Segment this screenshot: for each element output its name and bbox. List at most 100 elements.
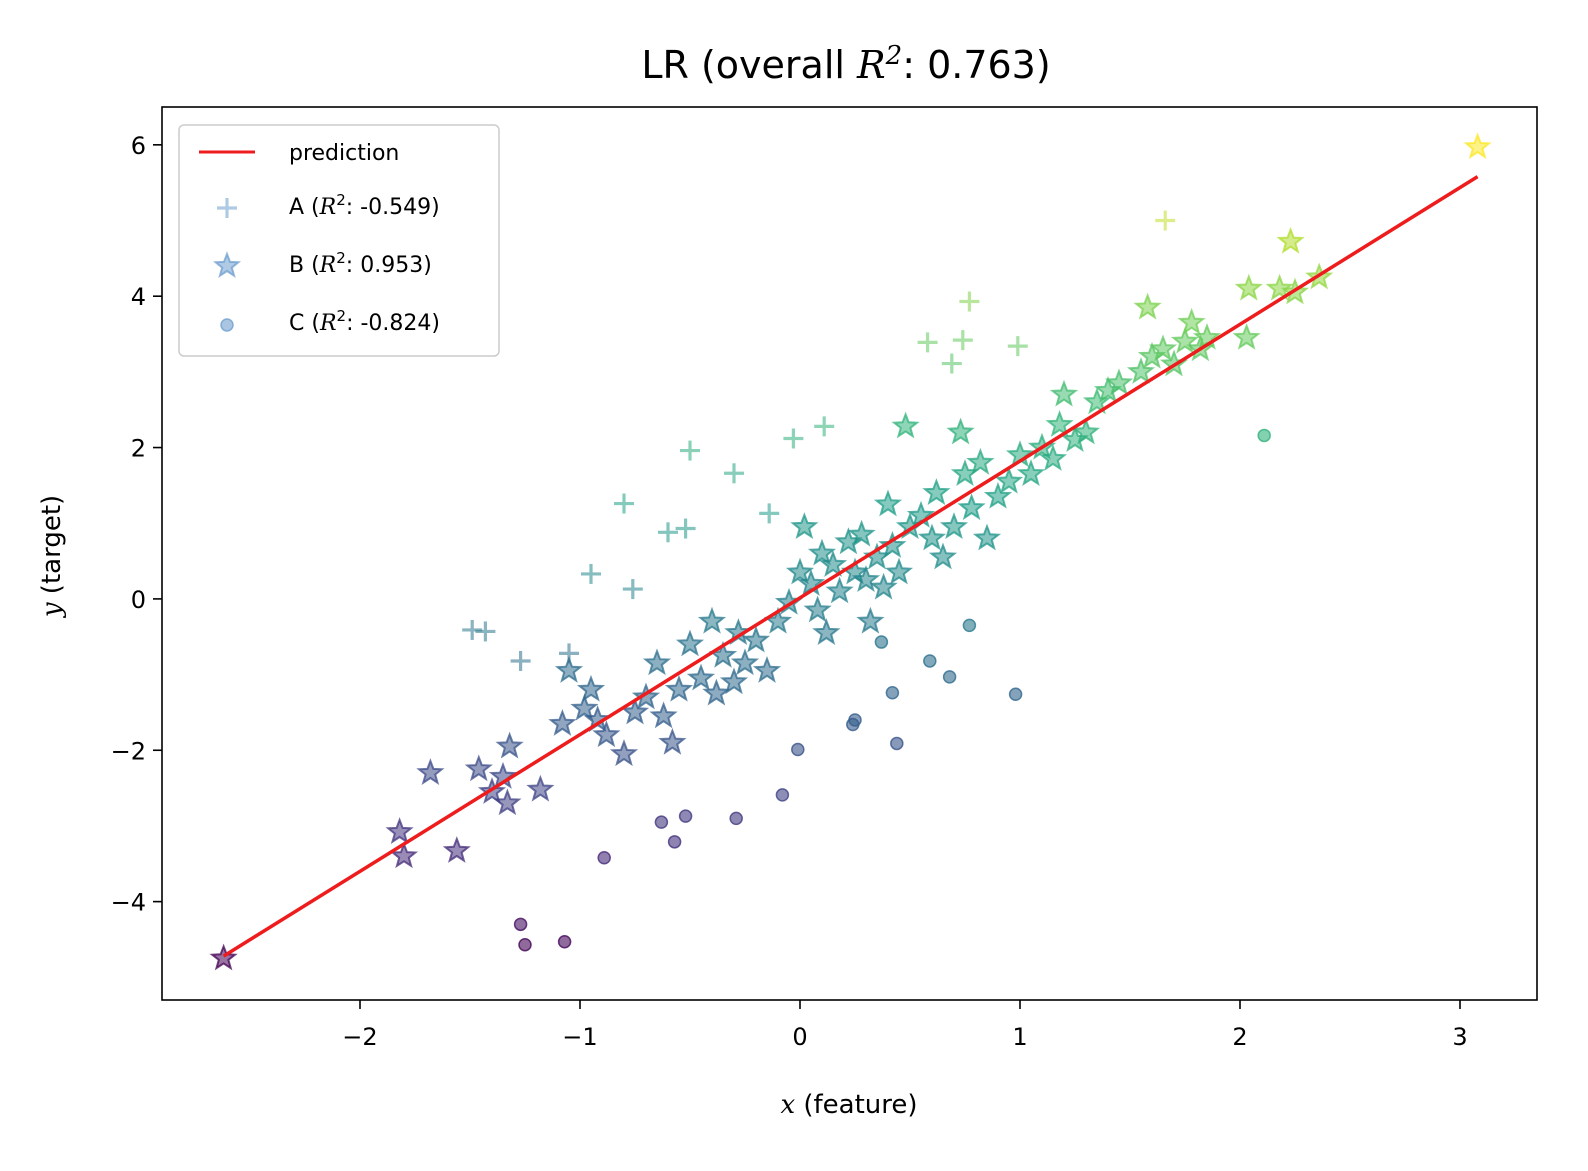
data-point-a <box>952 330 973 351</box>
data-point-b <box>730 648 760 676</box>
data-point-a <box>614 493 634 514</box>
data-point-c <box>667 835 682 849</box>
x-tick-label: 0 <box>792 1023 807 1051</box>
data-point-a <box>475 621 496 642</box>
data-point-a <box>581 563 601 584</box>
x-axis: −2 −1 0 1 2 3 <box>342 1000 1468 1051</box>
x-tick-label: −2 <box>342 1023 377 1051</box>
data-point-b <box>495 731 524 759</box>
data-point-b <box>803 595 832 623</box>
data-point-b <box>554 655 584 683</box>
data-point-b <box>526 774 555 802</box>
legend-circle-marker <box>220 318 234 332</box>
data-point-b <box>1232 322 1261 350</box>
data-point-b <box>983 481 1013 509</box>
data-point-a <box>658 522 678 543</box>
legend: prediction A (R2: -0.549) B (R2: 0.953) … <box>178 124 500 357</box>
data-point-a <box>783 428 804 449</box>
data-point-c <box>557 934 572 949</box>
data-point-a <box>1155 210 1176 231</box>
y-axis: −4 −2 0 2 4 6 <box>111 132 162 917</box>
data-point-a <box>680 440 700 461</box>
y-tick-label: 4 <box>131 283 146 311</box>
x-tick-label: 2 <box>1232 1023 1247 1051</box>
data-point-b <box>1016 459 1046 486</box>
legend-plus-marker <box>217 198 237 218</box>
y-axis-label: y (target) <box>37 495 67 618</box>
data-point-b <box>928 542 958 570</box>
data-point-b <box>493 788 522 816</box>
data-point-a <box>941 353 962 374</box>
data-point-c <box>942 670 957 684</box>
data-point-b <box>686 663 716 691</box>
data-point-b <box>796 568 826 596</box>
data-point-b <box>884 557 914 585</box>
data-point-b <box>790 512 819 539</box>
data-point-b <box>917 523 947 551</box>
data-point-b <box>1177 307 1206 335</box>
data-point-b <box>847 519 876 547</box>
data-point-b <box>675 629 705 657</box>
data-point-b <box>592 720 621 748</box>
data-point-a <box>814 416 835 437</box>
data-point-b <box>658 727 687 755</box>
data-point-b <box>856 606 885 634</box>
y-tick-label: −4 <box>111 889 146 917</box>
data-point-b <box>385 817 414 845</box>
data-point-b <box>1148 334 1178 362</box>
data-point-b <box>922 478 951 506</box>
legend-label-a: A (R2: -0.549) <box>289 191 440 220</box>
data-point-b <box>851 565 881 593</box>
data-point-b <box>966 447 995 475</box>
x-axis-label: x (feature) <box>780 1090 917 1120</box>
legend-star-icon <box>212 251 242 279</box>
data-point-b <box>1170 326 1200 354</box>
y-tick-label: 2 <box>131 435 146 463</box>
data-point-b <box>873 489 903 517</box>
data-point-b <box>609 739 639 767</box>
data-point-b <box>442 836 471 863</box>
data-point-b <box>878 531 907 558</box>
data-point-b <box>548 708 577 736</box>
data-point-a <box>675 518 696 539</box>
data-point-c <box>962 618 977 633</box>
data-point-b <box>1265 273 1294 301</box>
data-point-b <box>664 674 694 702</box>
data-point-a <box>1007 336 1028 357</box>
data-point-a <box>724 463 744 484</box>
data-point-b <box>1133 292 1162 320</box>
data-point-a <box>510 650 531 671</box>
data-point-b <box>1126 357 1156 384</box>
y-tick-label: −2 <box>111 737 146 765</box>
x-tick-label: −1 <box>562 1023 597 1051</box>
data-point-b <box>1104 368 1134 396</box>
data-point-c <box>848 713 862 727</box>
data-point-b <box>1276 226 1305 254</box>
data-point-b <box>825 576 854 604</box>
data-point-b <box>741 625 771 653</box>
data-point-b <box>416 758 445 786</box>
data-point-a <box>917 332 938 353</box>
data-point-b <box>1045 409 1074 437</box>
legend-star-marker <box>212 251 242 279</box>
data-point-c <box>518 938 532 952</box>
data-point-b <box>785 557 815 585</box>
axes-frame <box>161 106 1538 1001</box>
data-point-b <box>576 674 606 702</box>
data-point-b <box>1234 273 1263 301</box>
data-point-c <box>513 917 528 932</box>
y-tick-label: 6 <box>131 132 146 160</box>
data-point-b <box>812 618 841 646</box>
data-point-b <box>946 417 975 445</box>
data-point-b <box>752 655 782 683</box>
data-point-c <box>890 736 904 751</box>
data-point-b <box>702 678 731 706</box>
legend-label-c: C (R2: -0.824) <box>289 307 440 336</box>
data-point-b <box>869 572 898 600</box>
data-point-b <box>642 648 672 676</box>
data-point-b <box>957 493 986 521</box>
x-tick-label: 3 <box>1452 1023 1467 1051</box>
data-point-b <box>1463 132 1492 160</box>
x-tick-label: 1 <box>1012 1023 1027 1051</box>
